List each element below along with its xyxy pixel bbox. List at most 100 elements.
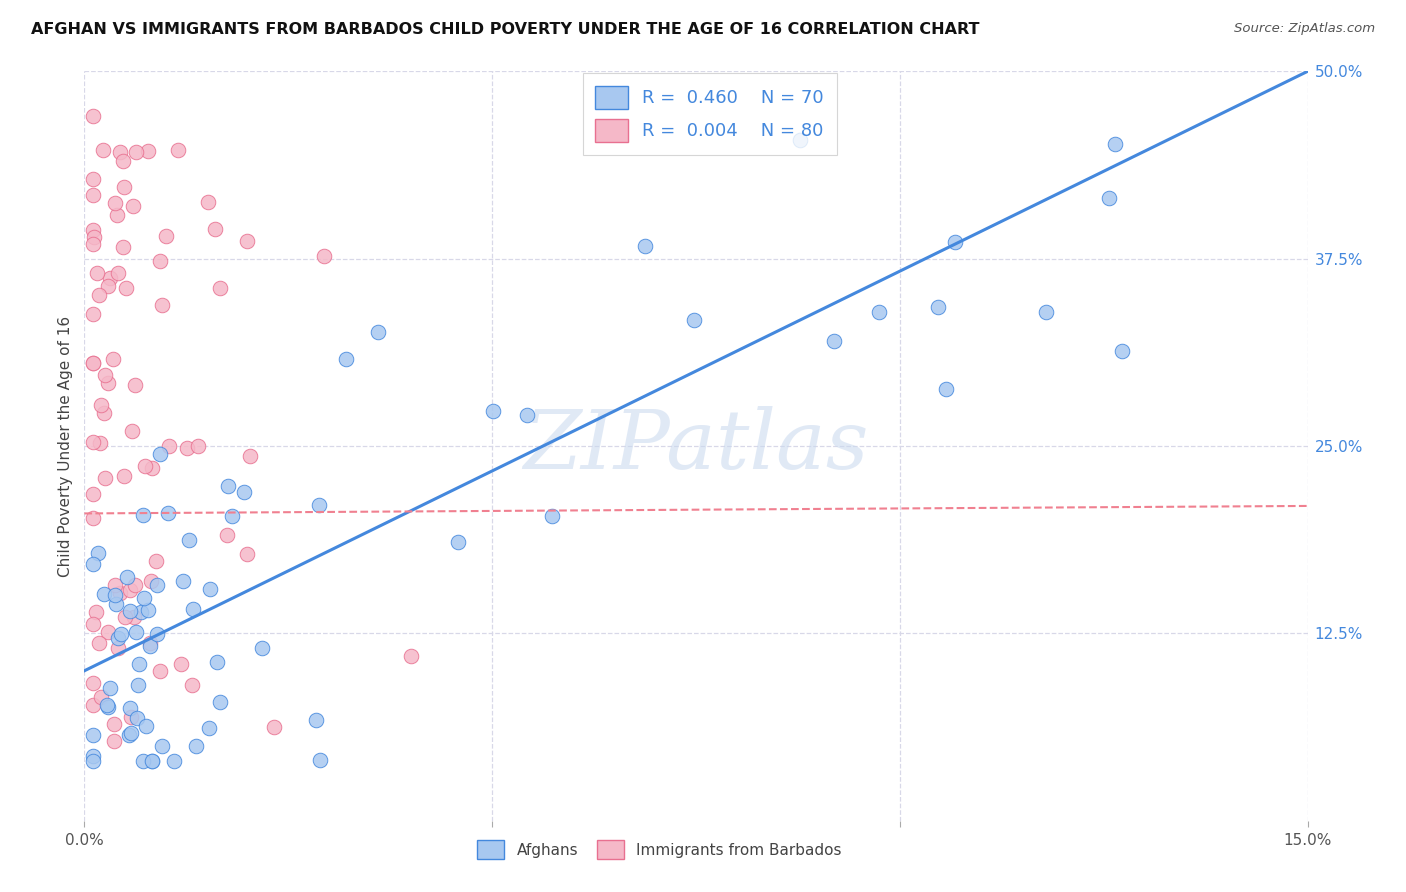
Text: AFGHAN VS IMMIGRANTS FROM BARBADOS CHILD POVERTY UNDER THE AGE OF 16 CORRELATION: AFGHAN VS IMMIGRANTS FROM BARBADOS CHILD… bbox=[31, 22, 980, 37]
Point bbox=[82, 172, 104, 186]
Point bbox=[104, 195, 127, 210]
Point bbox=[124, 378, 146, 392]
Point bbox=[114, 610, 136, 624]
Point bbox=[97, 376, 120, 390]
Point bbox=[94, 368, 117, 383]
Point bbox=[308, 498, 330, 512]
Point bbox=[312, 249, 335, 263]
Point bbox=[141, 754, 163, 768]
Point bbox=[82, 511, 104, 525]
Point bbox=[1098, 190, 1121, 204]
Point bbox=[103, 734, 125, 748]
Point bbox=[789, 133, 811, 147]
Point bbox=[217, 479, 239, 493]
Point bbox=[139, 636, 162, 650]
Point bbox=[134, 591, 156, 606]
Point bbox=[150, 739, 173, 753]
Point bbox=[101, 351, 124, 366]
Point bbox=[115, 570, 138, 584]
Point bbox=[682, 313, 704, 327]
Point bbox=[82, 748, 104, 763]
Point bbox=[146, 626, 169, 640]
Point bbox=[111, 154, 134, 169]
Point bbox=[93, 406, 115, 420]
Point bbox=[128, 657, 150, 672]
Point bbox=[129, 605, 152, 619]
Point bbox=[100, 271, 122, 285]
Point bbox=[184, 739, 207, 753]
Point bbox=[197, 721, 219, 735]
Point bbox=[87, 546, 110, 560]
Point bbox=[115, 281, 138, 295]
Point bbox=[118, 583, 141, 598]
Point bbox=[107, 266, 129, 280]
Point bbox=[232, 484, 254, 499]
Point bbox=[122, 199, 145, 213]
Point bbox=[935, 382, 957, 396]
Point bbox=[86, 266, 108, 280]
Point bbox=[98, 681, 121, 695]
Point bbox=[217, 528, 239, 542]
Point bbox=[114, 180, 136, 194]
Point bbox=[252, 641, 274, 656]
Point bbox=[187, 439, 209, 453]
Point bbox=[82, 728, 104, 742]
Point bbox=[93, 587, 115, 601]
Point bbox=[1035, 305, 1057, 319]
Point bbox=[156, 506, 179, 520]
Point bbox=[166, 143, 188, 157]
Point bbox=[82, 698, 104, 713]
Point bbox=[1104, 136, 1126, 151]
Point bbox=[399, 648, 422, 663]
Point bbox=[94, 471, 117, 485]
Point bbox=[103, 716, 125, 731]
Point bbox=[107, 641, 129, 656]
Point bbox=[263, 720, 285, 734]
Point bbox=[482, 404, 505, 418]
Point bbox=[163, 754, 186, 768]
Point bbox=[82, 754, 104, 768]
Point bbox=[149, 253, 172, 268]
Point bbox=[308, 753, 330, 767]
Point bbox=[541, 509, 564, 524]
Point bbox=[125, 145, 148, 160]
Point bbox=[112, 469, 135, 483]
Point bbox=[108, 586, 131, 600]
Point bbox=[305, 714, 328, 728]
Point bbox=[104, 597, 127, 611]
Point bbox=[97, 700, 120, 714]
Point bbox=[516, 408, 538, 422]
Point bbox=[179, 533, 201, 547]
Point bbox=[176, 441, 198, 455]
Point bbox=[97, 279, 120, 293]
Point bbox=[125, 711, 148, 725]
Point bbox=[87, 288, 110, 302]
Point bbox=[82, 307, 104, 321]
Point bbox=[82, 356, 104, 370]
Point bbox=[90, 690, 112, 705]
Text: ZIPatlas: ZIPatlas bbox=[523, 406, 869, 486]
Point bbox=[141, 754, 163, 768]
Point bbox=[868, 304, 890, 318]
Point bbox=[127, 678, 149, 692]
Point bbox=[84, 605, 107, 619]
Point bbox=[239, 449, 262, 463]
Point bbox=[155, 229, 177, 244]
Point bbox=[136, 603, 159, 617]
Point bbox=[82, 434, 104, 449]
Y-axis label: Child Poverty Under the Age of 16: Child Poverty Under the Age of 16 bbox=[58, 316, 73, 576]
Point bbox=[943, 235, 966, 249]
Text: Source: ZipAtlas.com: Source: ZipAtlas.com bbox=[1234, 22, 1375, 36]
Point bbox=[139, 574, 162, 588]
Point bbox=[82, 616, 104, 631]
Point bbox=[82, 236, 104, 251]
Point bbox=[180, 678, 202, 692]
Point bbox=[157, 439, 180, 453]
Point bbox=[118, 604, 141, 618]
Point bbox=[121, 424, 143, 438]
Point bbox=[209, 281, 232, 295]
Point bbox=[134, 458, 156, 473]
Point bbox=[149, 447, 172, 461]
Point bbox=[105, 208, 128, 222]
Point bbox=[111, 240, 134, 254]
